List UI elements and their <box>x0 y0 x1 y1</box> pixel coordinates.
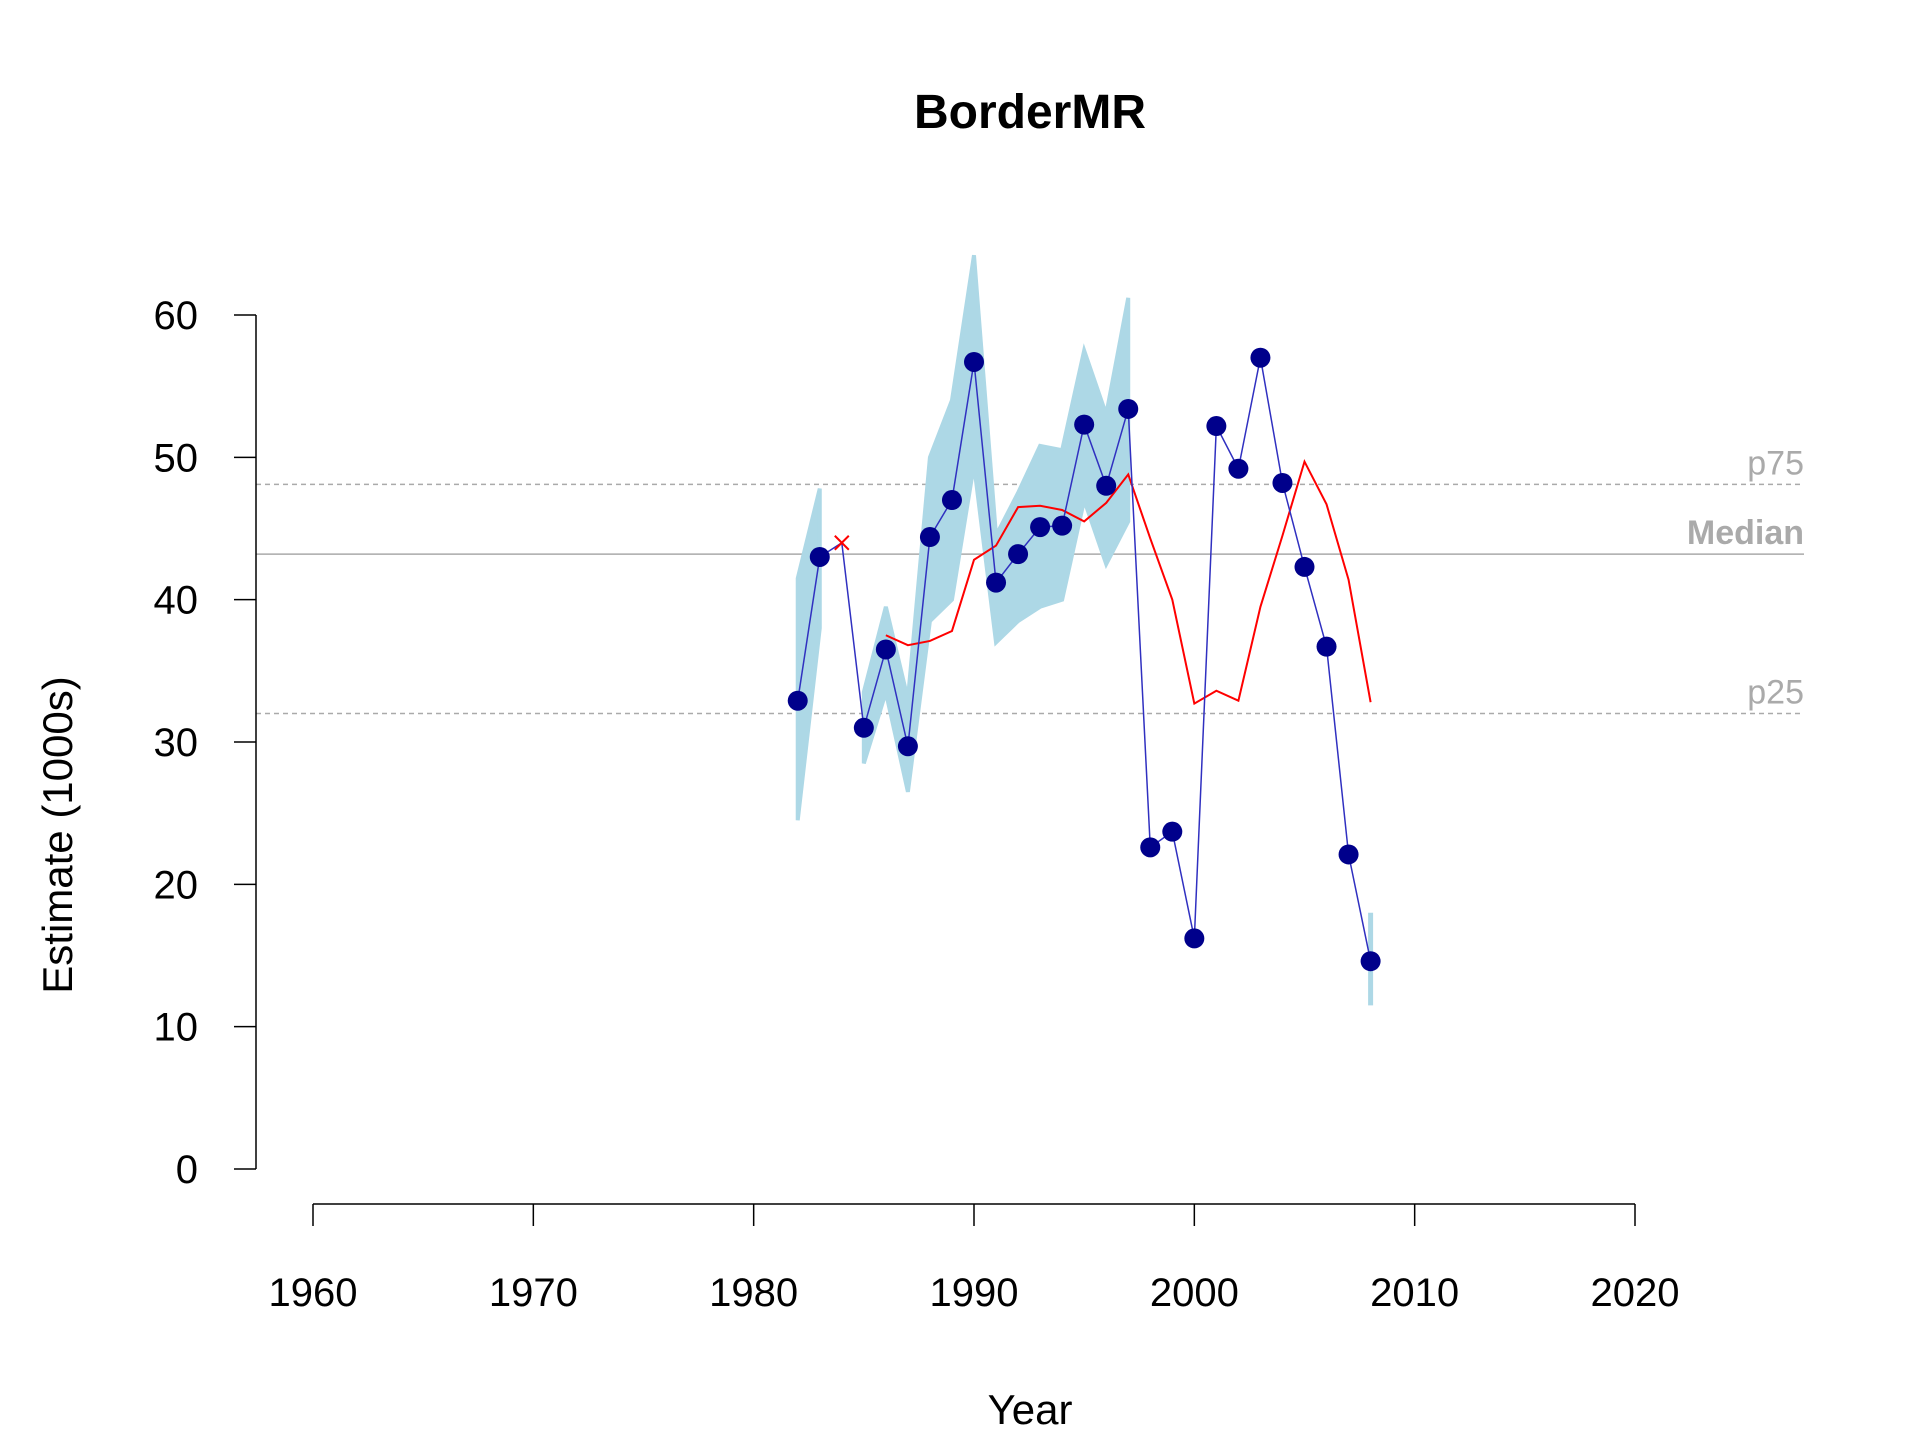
estimate-point <box>1074 414 1095 435</box>
reference-label-p75: p75 <box>1747 444 1804 482</box>
estimate-point <box>1008 544 1029 565</box>
confidence-band-segment <box>795 488 822 821</box>
confidence-band <box>795 254 1374 1006</box>
y-tick-label: 40 <box>154 579 199 623</box>
x-tick-label: 1960 <box>269 1271 358 1315</box>
y-axis: 0 10 20 30 40 50 60 <box>154 294 257 1192</box>
estimate-point <box>986 572 1007 593</box>
y-tick-label: 50 <box>154 436 199 480</box>
estimate-point <box>919 527 940 548</box>
y-axis-label: Estimate (1000s) <box>34 676 81 993</box>
estimate-point <box>809 546 830 567</box>
estimate-point <box>1338 844 1359 865</box>
y-tick-label: 60 <box>154 294 199 338</box>
missing-marker-stroke <box>834 535 850 551</box>
x-tick-label: 2000 <box>1150 1271 1239 1315</box>
reference-label-p25: p25 <box>1747 674 1804 712</box>
estimate-point <box>1052 515 1073 536</box>
y-tick-label: 20 <box>154 863 199 907</box>
estimate-point <box>1250 347 1271 368</box>
estimate-point <box>875 639 896 660</box>
x-tick-label: 2010 <box>1370 1271 1459 1315</box>
y-tick-label: 0 <box>176 1148 198 1192</box>
estimate-point <box>1140 837 1161 858</box>
x-axis-label: Year <box>988 1386 1073 1433</box>
estimate-point <box>787 690 808 711</box>
estimate-point <box>1184 928 1205 949</box>
x-tick-label: 1970 <box>489 1271 578 1315</box>
x-tick-label: 2020 <box>1591 1271 1680 1315</box>
missing-marker <box>834 535 850 551</box>
estimate-point <box>1118 398 1139 419</box>
estimate-point <box>1096 475 1117 496</box>
estimate-line <box>796 556 821 701</box>
estimate-point <box>1228 458 1249 479</box>
x-tick-label: 1980 <box>709 1271 798 1315</box>
x-tick-label: 1990 <box>930 1271 1019 1315</box>
x-axis: 1960 1970 1980 1990 2000 2010 2020 <box>269 1203 1680 1315</box>
reference-label-median: Median <box>1687 514 1804 552</box>
estimate-point <box>1030 517 1051 538</box>
series <box>787 347 1381 972</box>
estimate-point <box>1162 821 1183 842</box>
confidence-band-segment <box>861 254 1131 793</box>
estimate-line <box>819 541 865 728</box>
estimate-point <box>1316 636 1337 657</box>
chart-title: BorderMR <box>914 86 1146 139</box>
y-tick-label: 30 <box>154 721 199 765</box>
estimate-point <box>1294 556 1315 577</box>
estimate-point <box>941 490 962 511</box>
estimate-point <box>897 736 918 757</box>
estimate-point <box>1360 951 1381 972</box>
estimate-point <box>964 351 984 372</box>
estimate-point <box>1272 472 1293 493</box>
estimate-point <box>1206 416 1227 437</box>
y-tick-label: 10 <box>154 1006 199 1050</box>
estimate-point <box>853 717 874 738</box>
